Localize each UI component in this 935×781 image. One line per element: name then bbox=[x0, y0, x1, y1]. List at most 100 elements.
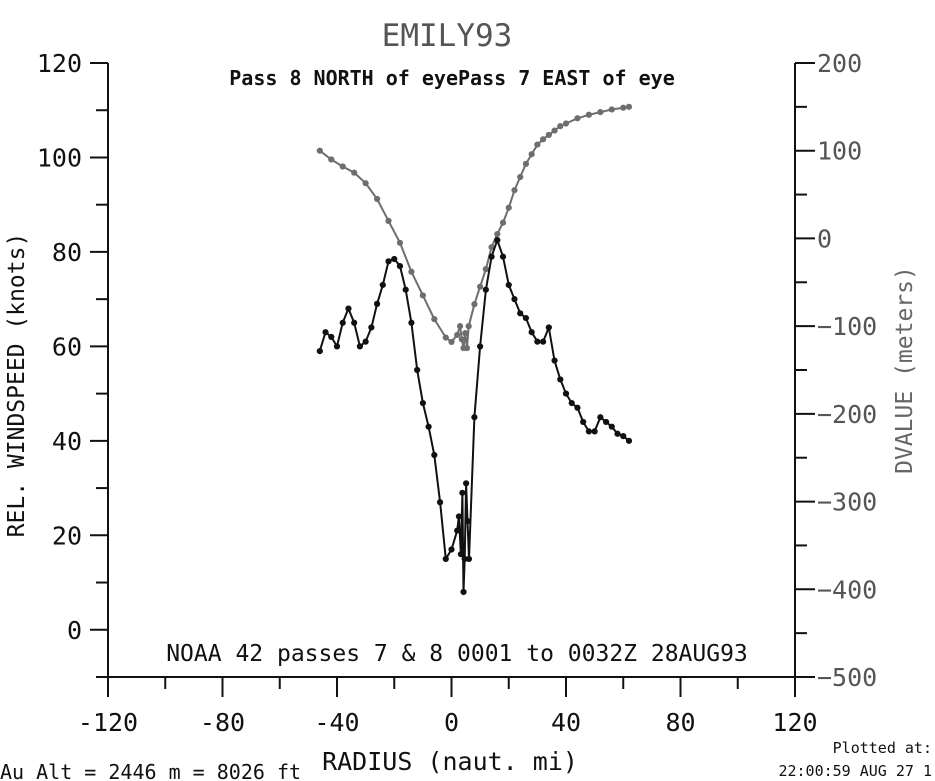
dvalue-point bbox=[462, 330, 469, 337]
axes: 0 20 40 60 80 100 120 200 100 0 −100 −200 −300 −400 −5… bbox=[37, 49, 877, 737]
windspeed-point bbox=[602, 418, 610, 426]
dvalue-point bbox=[625, 103, 633, 110]
windspeed-point bbox=[431, 451, 438, 459]
dvalue-point bbox=[442, 334, 449, 341]
dvalue-point bbox=[482, 266, 489, 273]
dvalue-point bbox=[385, 217, 392, 224]
dvalue-point bbox=[351, 169, 358, 176]
windspeed-point bbox=[494, 237, 501, 244]
left-tick-label: 0 bbox=[67, 616, 82, 645]
windspeed-point bbox=[454, 527, 461, 534]
dvalue-point bbox=[408, 268, 415, 275]
windspeed-point bbox=[442, 555, 449, 563]
dvalue-point bbox=[517, 173, 524, 181]
windspeed-point bbox=[419, 399, 426, 407]
windspeed-point bbox=[591, 428, 598, 435]
dvalue-point bbox=[528, 151, 535, 158]
dvalue-point bbox=[458, 336, 465, 343]
dvalue-point bbox=[534, 141, 541, 148]
dvalue-point bbox=[454, 331, 461, 339]
windspeed-point bbox=[351, 319, 358, 326]
chart-title: EMILY93 bbox=[382, 18, 513, 54]
windspeed-point bbox=[505, 281, 512, 289]
windspeed-point bbox=[522, 314, 530, 322]
windspeed-point bbox=[462, 480, 470, 487]
windspeed-point bbox=[339, 319, 346, 326]
windspeed-point bbox=[464, 518, 471, 525]
dvalue-point bbox=[477, 283, 484, 290]
bottom-tick-label: 0 bbox=[444, 708, 459, 737]
windspeed-point bbox=[477, 343, 484, 350]
right-tick-label: 0 bbox=[817, 224, 832, 253]
windspeed-point bbox=[385, 258, 392, 265]
windspeed-point bbox=[448, 546, 455, 553]
dvalue-point bbox=[551, 127, 558, 134]
windspeed-point bbox=[461, 555, 468, 563]
y-axis-label-right: DVALUE (meters) bbox=[892, 266, 918, 474]
windspeed-point bbox=[482, 286, 489, 293]
windspeed-point bbox=[620, 433, 627, 440]
windspeed-point bbox=[460, 588, 467, 596]
dvalue-point bbox=[465, 323, 472, 330]
windspeed-point bbox=[457, 551, 465, 558]
windspeed-point bbox=[328, 333, 335, 341]
windspeed-point bbox=[471, 414, 478, 421]
dvalue-point bbox=[522, 160, 530, 167]
windspeed-point bbox=[373, 300, 381, 307]
dvalue-point bbox=[316, 147, 323, 154]
right-tick-label: 100 bbox=[817, 137, 862, 166]
windspeed-point bbox=[625, 437, 633, 444]
windspeed-series bbox=[316, 237, 633, 596]
windspeed-point bbox=[545, 324, 552, 331]
dvalue-line bbox=[319, 105, 630, 349]
left-tick-label: 40 bbox=[52, 427, 82, 456]
right-tick-label: −400 bbox=[817, 575, 877, 604]
windspeed-point bbox=[322, 329, 329, 336]
dvalue-point bbox=[419, 292, 426, 299]
windspeed-point bbox=[511, 296, 518, 303]
windspeed-point bbox=[408, 319, 415, 326]
windspeed-point bbox=[396, 262, 404, 270]
windspeed-point bbox=[356, 343, 363, 350]
windspeed-point bbox=[608, 423, 615, 430]
dvalue-point bbox=[608, 106, 615, 113]
dvalue-point bbox=[540, 136, 547, 143]
dvalue-point bbox=[488, 244, 495, 251]
windspeed-point bbox=[580, 418, 587, 426]
windspeed-point bbox=[316, 348, 323, 355]
dvalue-point bbox=[557, 123, 564, 130]
bottom-tick-label: 80 bbox=[665, 708, 695, 737]
footer-altitude: Au Alt = 2446 m = 8026 ft bbox=[0, 760, 301, 781]
dvalue-point bbox=[339, 163, 346, 170]
windspeed-point bbox=[574, 404, 581, 411]
windspeed-point bbox=[455, 513, 463, 520]
chart-annotation: NOAA 42 passes 7 & 8 0001 to 0032Z 28AUG… bbox=[166, 641, 748, 667]
dvalue-point bbox=[574, 115, 581, 122]
windspeed-point bbox=[333, 343, 341, 350]
dvalue-point bbox=[362, 180, 369, 187]
dvalue-series bbox=[316, 103, 633, 352]
bottom-tick-label: 120 bbox=[772, 708, 817, 737]
dvalue-point bbox=[373, 195, 381, 203]
windspeed-point bbox=[379, 281, 386, 289]
windspeed-point bbox=[540, 338, 547, 345]
windspeed-point bbox=[488, 253, 495, 260]
left-tick-label: 20 bbox=[52, 521, 82, 550]
dvalue-point bbox=[463, 344, 471, 352]
dvalue-point bbox=[597, 109, 604, 116]
right-tick-label: −200 bbox=[817, 400, 877, 429]
dvalue-point bbox=[620, 104, 627, 111]
windspeed-point bbox=[614, 430, 621, 437]
left-tick-label: 80 bbox=[52, 238, 82, 267]
windspeed-point bbox=[459, 489, 466, 496]
dvalue-point bbox=[448, 338, 455, 346]
dvalue-point bbox=[511, 187, 518, 194]
y-axis-label-left: REL. WINDSPEED (knots) bbox=[4, 233, 30, 538]
right-tick-label: −300 bbox=[817, 488, 877, 517]
windspeed-point bbox=[499, 253, 507, 260]
bottom-tick-label: -80 bbox=[200, 708, 245, 737]
dvalue-point bbox=[545, 131, 552, 139]
windspeed-point bbox=[528, 329, 535, 336]
right-tick-label: 200 bbox=[817, 49, 862, 78]
